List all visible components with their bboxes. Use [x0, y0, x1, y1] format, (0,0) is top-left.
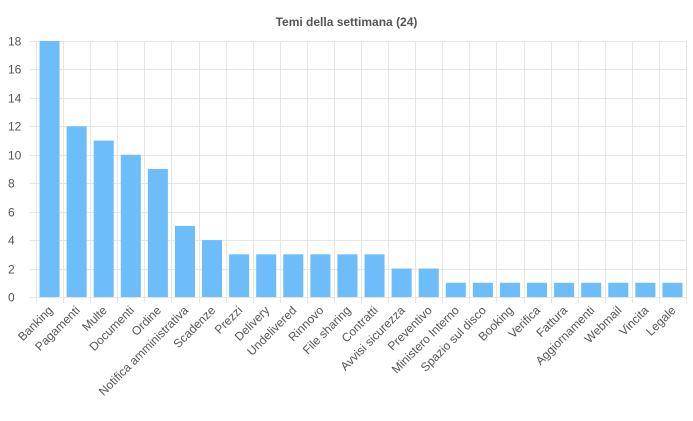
bar-ordine — [147, 169, 168, 297]
bar-booking — [499, 282, 520, 297]
bar-aggiornamenti — [581, 282, 602, 297]
bar-multe — [93, 140, 114, 297]
bar-documenti — [120, 154, 141, 297]
bar-preventivo — [418, 268, 439, 297]
bar-delivery — [256, 254, 277, 297]
y-tick-label: 14 — [8, 92, 22, 106]
y-tick-label: 0 — [8, 291, 15, 305]
bar-avvisi-sicurezza — [391, 268, 412, 297]
bar-webmail — [608, 282, 629, 297]
y-tick-label: 18 — [8, 35, 22, 49]
bar-verifica — [527, 282, 548, 297]
bar-banking — [39, 41, 60, 297]
bar-rinnovo — [310, 254, 331, 297]
bar-vincita — [635, 282, 656, 297]
y-tick-label: 12 — [8, 120, 22, 134]
bar-spazio-sul-disco — [472, 282, 493, 297]
y-tick-label: 2 — [8, 263, 15, 277]
bar-prezzi — [229, 254, 250, 297]
bar-fattura — [554, 282, 575, 297]
bar-contratti — [364, 254, 385, 297]
bar-ministero-interno — [445, 282, 466, 297]
y-tick-label: 16 — [8, 63, 22, 77]
bar-notifica-amministrativa — [174, 225, 195, 297]
bar-undelivered — [283, 254, 304, 297]
y-tick-label: 10 — [8, 149, 22, 163]
y-tick-label: 8 — [8, 177, 15, 191]
bar-legale — [662, 282, 683, 297]
x-tick-label: Legale — [643, 303, 679, 339]
bar-scadenze — [202, 240, 223, 297]
y-tick-label: 6 — [8, 206, 15, 220]
chart-title: Temi della settimana (24) — [275, 15, 418, 29]
bar-pagamenti — [66, 126, 87, 297]
y-tick-label: 4 — [8, 234, 15, 248]
bar-file-sharing — [337, 254, 358, 297]
